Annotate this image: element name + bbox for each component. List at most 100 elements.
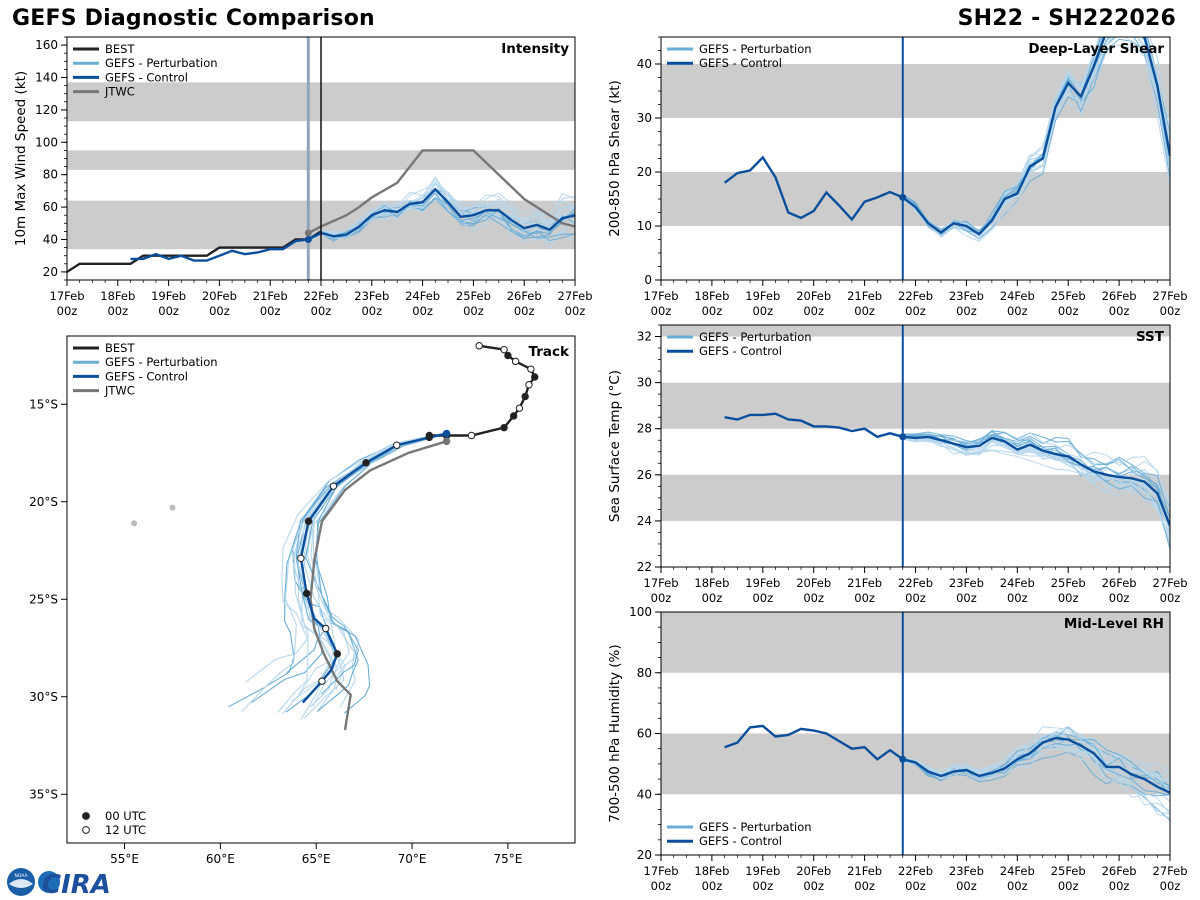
intensity-ytick-label: 20 [43, 265, 58, 279]
track-island [169, 504, 176, 511]
intensity-legend-label: JTWC [104, 85, 135, 99]
track-marker-legend-label: 12 UTC [105, 823, 146, 837]
rh-perturbation-line [902, 726, 1170, 795]
sst-perturbation-line [902, 434, 1170, 531]
sst-panel: 22242628303217Feb00z18Feb00z19Feb00z20Fe… [607, 324, 1188, 605]
sst-frame [660, 324, 1171, 568]
track-marker-legend-symbol [82, 812, 90, 820]
track-perturbation-line [305, 432, 448, 695]
rh-xtick-date: 20Feb [796, 864, 831, 878]
rh-ylabel: 700-500 hPa Humidity (%) [607, 644, 623, 822]
track-legend-label: GEFS - Control [105, 369, 188, 383]
sst-ytick-label: 22 [637, 560, 652, 574]
intensity-ytick-label: 140 [35, 71, 58, 85]
cira-wordmark: CIRA [42, 870, 111, 898]
track-lat-label: 35°S [29, 787, 58, 801]
rh-title: Mid-Level RH [1064, 616, 1164, 632]
track-frame [66, 335, 576, 844]
intensity-series [67, 149, 575, 273]
rh-xtick-hour: 00z [905, 879, 926, 893]
sst-xtick-hour: 00z [1109, 591, 1130, 605]
intensity-legend-label: GEFS - Control [105, 70, 188, 84]
shear-xtick-hour: 00z [1007, 304, 1028, 318]
rh-band-1 [661, 612, 1170, 673]
intensity-legend-label: GEFS - Perturbation [105, 56, 218, 70]
sst-band-2 [661, 325, 1170, 337]
shear-xtick-date: 24Feb [1000, 289, 1035, 303]
intensity-xtick-hour: 00z [412, 304, 433, 318]
sst-series [724, 412, 1170, 550]
track-control-00utc-marker [362, 459, 370, 467]
rh-xtick-hour: 00z [651, 879, 672, 893]
intensity-xtick-date: 26Feb [507, 289, 542, 303]
intensity-jtwc-line [307, 149, 575, 235]
shear-ytick-label: 20 [637, 165, 652, 179]
shear-xtick-date: 21Feb [847, 289, 882, 303]
intensity-xtick-hour: 00z [463, 304, 484, 318]
shear-init-point [899, 193, 907, 201]
sst-xtick-hour: 00z [905, 591, 926, 605]
track-title: Track [529, 344, 570, 360]
track-control-12utc-marker [322, 624, 330, 633]
track-perturbation-line [245, 432, 446, 683]
track-lon-label: 65°E [302, 852, 331, 866]
rh-ytick-label: 20 [637, 848, 652, 862]
rh-ytick-label: 100 [629, 605, 652, 619]
shear-xtick-hour: 00z [702, 304, 723, 318]
storm-id: SH22 - SH222026 [957, 6, 1176, 31]
intensity-legend-label: BEST [105, 42, 135, 56]
intensity-xtick-date: 23Feb [354, 289, 389, 303]
track-best-00utc-marker [504, 351, 512, 360]
sst-xtick-hour: 00z [702, 591, 723, 605]
sst-init-point [899, 433, 907, 441]
intensity-best-line [67, 230, 322, 273]
track-best-line [429, 344, 537, 437]
intensity-title: Intensity [501, 41, 569, 57]
rh-xtick-date: 23Feb [949, 864, 984, 878]
sst-ytick-label: 24 [637, 514, 652, 528]
sst-ylabel: Sea Surface Temp (°C) [607, 370, 623, 522]
rh-xtick-date: 24Feb [1000, 864, 1035, 878]
shear-xtick-hour: 00z [956, 304, 977, 318]
rh-xtick-hour: 00z [752, 879, 773, 893]
track-lon-label: 75°E [493, 852, 522, 866]
sst-xtick-hour: 00z [752, 591, 773, 605]
shear-perturbation-line [902, 37, 1170, 236]
rh-xtick-hour: 00z [1007, 879, 1028, 893]
intensity-panel: 2040608010012014016017Feb00z18Feb00z19Fe… [13, 36, 593, 318]
intensity-xtick-hour: 00z [209, 304, 230, 318]
intensity-xtick-hour: 00z [260, 304, 281, 318]
track-perturbation-line [297, 432, 447, 713]
track-best-12utc-marker [527, 365, 535, 373]
shear-xtick-date: 17Feb [644, 289, 679, 303]
intensity-xtick-date: 20Feb [202, 289, 237, 303]
track-series [131, 342, 539, 731]
track-control-00utc-marker [302, 589, 311, 598]
globe-icon [38, 871, 60, 893]
intensity-xtick-date: 18Feb [100, 289, 135, 303]
track-perturbation-line [314, 432, 450, 714]
shear-xtick-hour: 00z [905, 304, 926, 318]
rh-perturbation-line [902, 735, 1170, 793]
rh-control-line [724, 724, 1170, 794]
intensity-xtick-date: 27Feb [558, 289, 593, 303]
sst-xtick-hour: 00z [854, 591, 875, 605]
track-control-00utc-marker [333, 650, 341, 658]
intensity-jtwc-init-point [304, 229, 312, 237]
intensity-xtick-date: 21Feb [253, 289, 288, 303]
shear-legend-label: GEFS - Control [699, 56, 782, 70]
track-jtwc-line [309, 440, 447, 731]
sst-xtick-date: 24Feb [1000, 576, 1035, 590]
shear-control-line [723, 37, 1170, 236]
rh-perturbation-line [902, 738, 1170, 797]
rh-xtick-date: 19Feb [745, 864, 780, 878]
shear-ytick-label: 40 [637, 57, 652, 71]
sst-legend-label: GEFS - Perturbation [699, 330, 812, 344]
track-best-12utc-marker [475, 342, 483, 350]
shear-xtick-hour: 00z [854, 304, 875, 318]
track-best-00utc-marker [521, 392, 529, 401]
track-best-00utc-marker [509, 412, 518, 420]
track-control-12utc-marker [329, 482, 338, 490]
rh-ytick-label: 60 [637, 727, 652, 741]
sst-perturbation-line [902, 433, 1170, 508]
